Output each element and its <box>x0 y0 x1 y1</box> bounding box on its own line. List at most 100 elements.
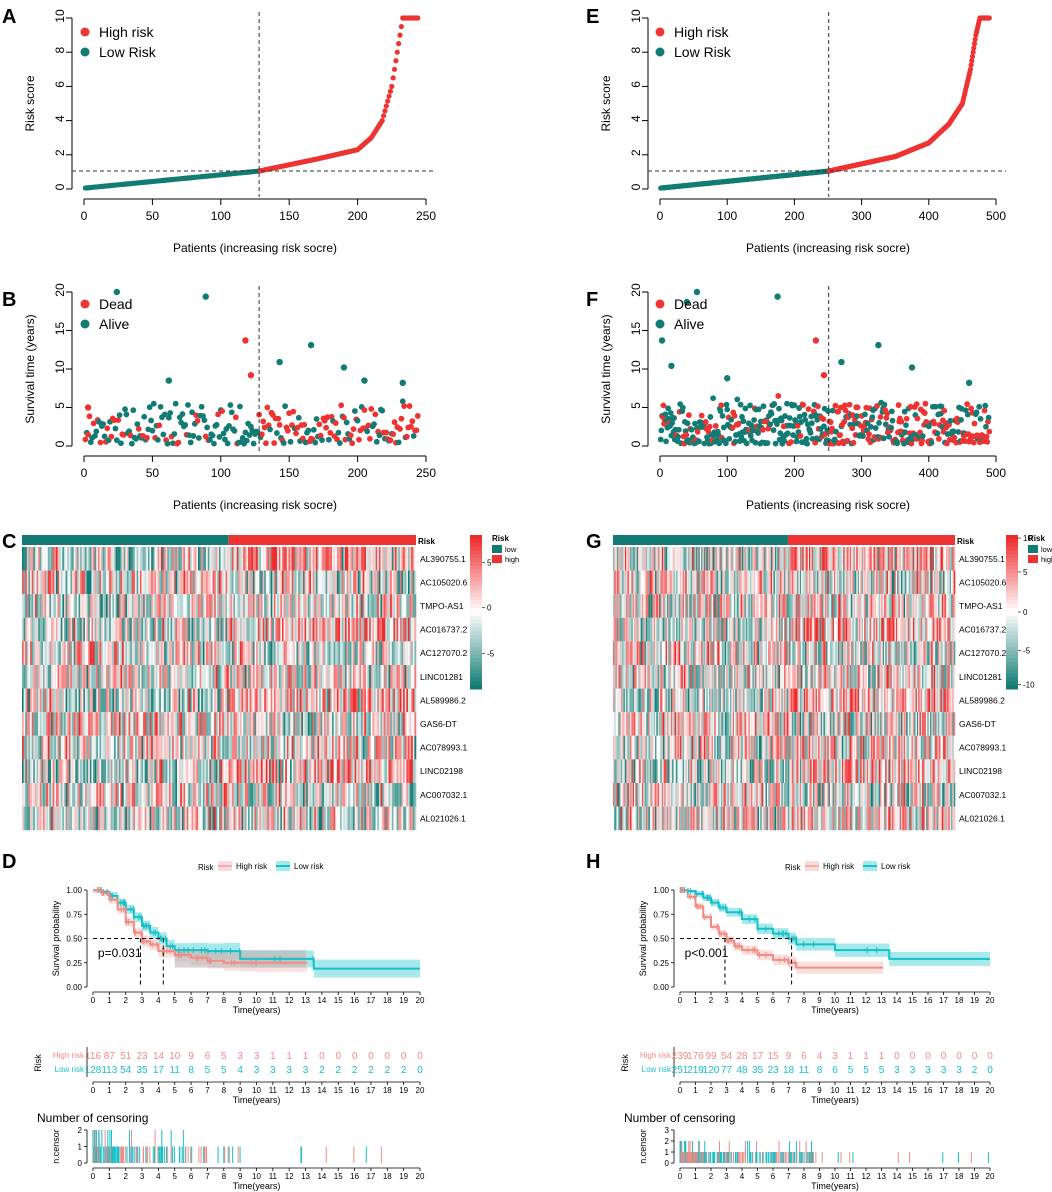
risk-point <box>379 118 385 124</box>
y-tick-label: 10 <box>629 9 643 23</box>
survival-point <box>921 410 928 417</box>
scale-cell <box>470 535 482 540</box>
survival-point <box>977 415 984 422</box>
survival-point <box>880 435 887 442</box>
survival-point <box>928 439 935 446</box>
survival-point <box>156 422 163 429</box>
panel-letter-b: B <box>2 289 16 311</box>
survival-point <box>219 408 226 415</box>
survival-point <box>731 412 738 419</box>
survival-point <box>718 402 725 409</box>
survival-point <box>108 433 115 440</box>
survival-point <box>243 437 250 444</box>
heatmap-cell <box>414 735 417 760</box>
survival-point <box>204 424 211 431</box>
survival-point <box>768 410 775 417</box>
survival-point <box>323 424 330 431</box>
survival-point <box>688 426 695 433</box>
survival-point <box>719 413 726 419</box>
survival-point <box>862 411 868 418</box>
survival-point <box>179 411 186 417</box>
risk-legend-label: low <box>505 545 517 554</box>
survival-point <box>116 412 123 419</box>
survival-point <box>908 364 916 371</box>
survival-point <box>965 379 973 387</box>
gene-label: AL390755.1 <box>420 554 466 564</box>
x-axis-title: Patients (increasing risk socre) <box>746 498 910 512</box>
survival-point <box>336 440 343 446</box>
scale-cell <box>470 658 482 663</box>
survival-point <box>410 433 417 439</box>
survival-point <box>383 429 390 436</box>
survival-point <box>104 425 111 432</box>
x-tick-label: 0 <box>657 466 664 480</box>
y-tick-label: 4 <box>53 115 67 122</box>
risk-legend-high <box>492 555 502 563</box>
gene-label: AC078993.1 <box>420 743 468 753</box>
survival-point <box>260 418 267 425</box>
risk-point <box>396 41 402 47</box>
survival-point <box>797 433 804 439</box>
legend-marker-high <box>655 299 665 309</box>
risk-legend-title: Risk <box>492 534 509 543</box>
legend-label: High risk <box>99 24 154 40</box>
survival-point <box>350 426 357 433</box>
gene-label: AL390755.1 <box>959 554 1005 564</box>
x-tick-label: 200 <box>784 466 804 480</box>
scale-cell <box>470 561 482 567</box>
x-axis-title: Patients (increasing risk socre) <box>173 241 337 255</box>
survival-point <box>211 440 217 447</box>
survival-point <box>167 410 174 416</box>
legend-marker-low <box>80 319 90 329</box>
x-tick-label: 400 <box>919 209 939 223</box>
panel-letter-h: H <box>586 851 600 873</box>
survival-point <box>263 440 269 447</box>
legend-marker-low <box>655 319 665 329</box>
survival-point <box>683 432 690 438</box>
survival-point <box>190 433 197 439</box>
y-axis-title: Survival time (years) <box>599 314 613 423</box>
survival-point <box>409 418 416 425</box>
survival-point <box>154 436 161 443</box>
survival-point <box>196 435 202 441</box>
heatmap-cell <box>414 665 417 689</box>
x-tick-label: 0 <box>81 466 88 480</box>
scale-cell <box>470 565 482 571</box>
legend-label: High risk <box>674 24 729 40</box>
survival-point <box>877 414 884 420</box>
heatmap-cell <box>414 617 417 642</box>
risk-point <box>390 75 396 81</box>
survival-point <box>860 433 866 439</box>
survival-point <box>316 421 323 428</box>
scale-cell <box>470 612 482 617</box>
survival-point <box>397 426 403 432</box>
y-tick-label: 2 <box>629 149 643 156</box>
x-tick-label: 200 <box>784 209 804 223</box>
heatmap-cell <box>414 547 417 571</box>
survival-point <box>702 419 709 425</box>
survival-point <box>888 424 895 431</box>
survival-point <box>726 435 733 442</box>
risk-band-label: Risk <box>418 537 435 546</box>
survival-point <box>113 288 121 296</box>
survival-point <box>354 417 361 424</box>
x-tick-label: 0 <box>657 209 664 223</box>
survival-point <box>371 421 377 427</box>
heatmap-cell <box>414 806 417 831</box>
survival-point <box>941 407 948 414</box>
legend-label: Low Risk <box>674 44 732 60</box>
x-tick-label: 250 <box>416 466 436 480</box>
scale-tick-label: 0 <box>487 603 492 612</box>
survival-point <box>379 407 386 414</box>
survival-point <box>771 401 778 407</box>
legend-marker-high <box>80 299 90 309</box>
survival-point <box>227 402 234 408</box>
y-tick-label: 2 <box>53 149 67 156</box>
survival-point <box>903 422 909 429</box>
survival-point <box>983 423 989 430</box>
survival-point <box>293 430 299 437</box>
scale-cell <box>470 677 482 682</box>
